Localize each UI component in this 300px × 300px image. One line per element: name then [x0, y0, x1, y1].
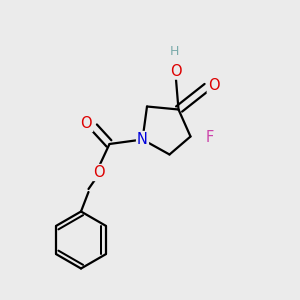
- Text: H: H: [169, 45, 179, 58]
- Text: O: O: [170, 64, 181, 79]
- Text: O: O: [81, 116, 92, 131]
- Text: F: F: [206, 130, 214, 146]
- Text: O: O: [93, 165, 105, 180]
- Text: N: N: [137, 132, 148, 147]
- Text: O: O: [208, 78, 219, 93]
